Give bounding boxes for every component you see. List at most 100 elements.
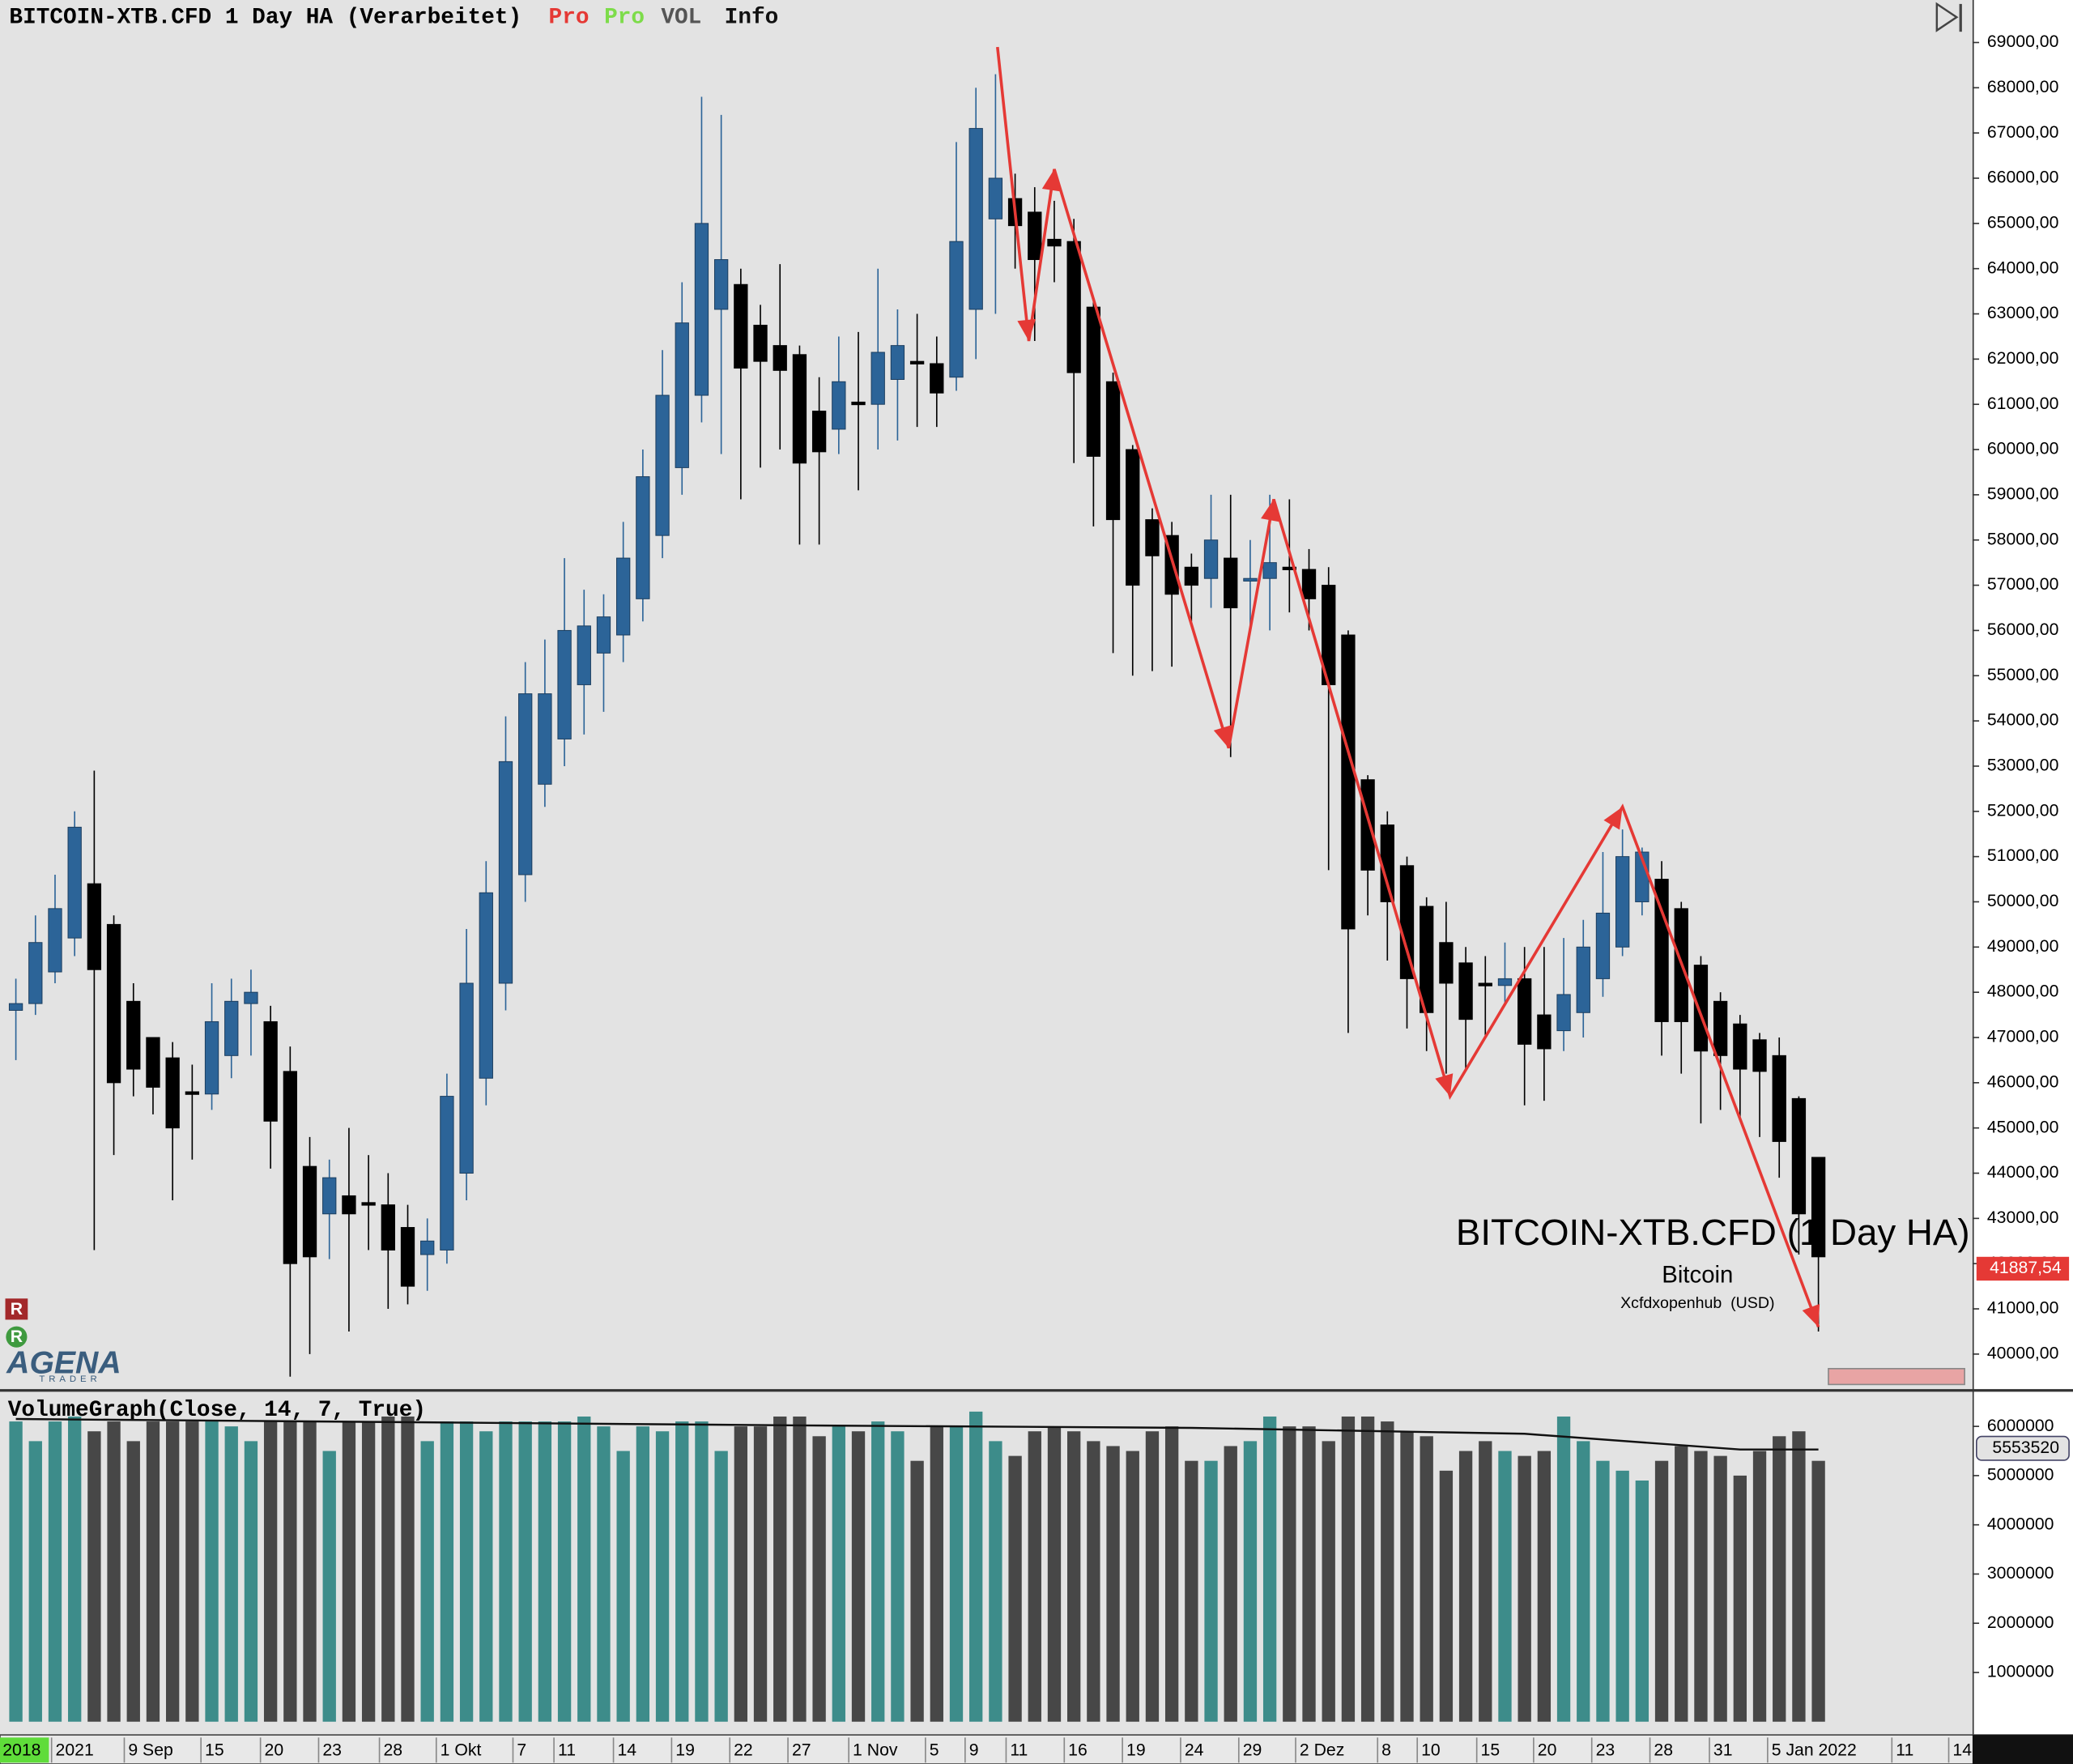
candle-body: [322, 1177, 337, 1215]
volume-bar: [107, 1421, 121, 1722]
volume-bar: [1126, 1451, 1139, 1722]
volume-bar: [68, 1416, 82, 1722]
candle-body: [302, 1165, 317, 1258]
watermark-source: Xcfdxopenhub (USD): [1620, 1294, 1774, 1312]
volume-bar: [420, 1441, 434, 1722]
candle-body: [694, 223, 709, 396]
last-price-label: 41887,54: [1990, 1259, 2062, 1277]
y-tick-label: 50000,00: [1987, 892, 2059, 910]
volume-bar: [165, 1421, 180, 1722]
zigzag-arrowhead: [1435, 1073, 1454, 1097]
badge-label: R: [11, 1327, 23, 1346]
candle-body: [381, 1204, 395, 1251]
candle-body: [811, 411, 827, 453]
menu-item[interactable]: Info: [725, 6, 779, 31]
x-tick-label: 28: [383, 1741, 402, 1759]
x-tick-label: 20: [1538, 1741, 1557, 1759]
volume-bar: [1420, 1436, 1433, 1722]
volume-bar: [851, 1431, 866, 1722]
volume-bar: [440, 1421, 454, 1722]
candle-body: [518, 693, 533, 876]
volume-bar: [499, 1421, 513, 1722]
volume-bar: [87, 1431, 101, 1722]
y-tick-label: 43000,00: [1987, 1208, 2059, 1227]
candle-body: [1518, 978, 1532, 1045]
candle-body: [1145, 519, 1160, 556]
candle-body: [851, 401, 866, 406]
volume-bar: [577, 1416, 591, 1722]
menu-item[interactable]: VOL: [661, 6, 701, 31]
menu-item[interactable]: Pro: [549, 6, 590, 31]
volume-bar: [401, 1416, 415, 1722]
volume-last-box: [1976, 1435, 2070, 1461]
y-tick-label: 40000,00: [1987, 1344, 2059, 1362]
volume-bar: [1381, 1421, 1394, 1722]
x-tick-label: 5 Jan 2022: [1772, 1741, 1857, 1759]
candle-body: [1105, 381, 1121, 521]
volume-bar: [1596, 1460, 1610, 1722]
candle-body: [1126, 449, 1140, 586]
y-tick-label: 5000000: [1987, 1466, 2054, 1485]
candle-body: [479, 892, 493, 1079]
volume-bar: [1635, 1480, 1649, 1722]
x-tick-label: 1 Nov: [853, 1741, 898, 1759]
x-tick-label: 16: [1068, 1741, 1088, 1759]
x-tick-label: 15: [205, 1741, 224, 1759]
candle-body: [909, 360, 925, 364]
date-highlight: [0, 1737, 49, 1763]
candle-body: [1595, 912, 1611, 979]
zigzag-arrowhead: [1603, 807, 1623, 830]
volume-bar: [1302, 1426, 1316, 1722]
y-tick-label: 46000,00: [1987, 1072, 2059, 1091]
x-tick-label: 23: [1596, 1741, 1615, 1759]
candle-body: [28, 942, 43, 1004]
zigzag-arrowhead: [1261, 499, 1279, 522]
scroll-end-button[interactable]: [1935, 2, 1962, 32]
volume-bar: [518, 1421, 532, 1722]
x-tick-label: 9 Sep: [128, 1741, 172, 1759]
badge[interactable]: [5, 1298, 28, 1320]
volume-bar: [1577, 1441, 1590, 1722]
volume-bar: [734, 1426, 748, 1722]
candle-body: [636, 476, 650, 599]
x-tick-label: 14: [617, 1741, 636, 1759]
watermark-title: BITCOIN-XTB.CFD (1 Day HA): [1456, 1212, 1970, 1253]
volume-bar: [557, 1421, 572, 1722]
candle-body: [342, 1195, 356, 1215]
volume-bar: [773, 1416, 787, 1722]
volume-bar: [989, 1441, 1002, 1722]
y-tick-label: 61000,00: [1987, 394, 2059, 413]
volume-average: [15, 1417, 1819, 1451]
candle-body: [146, 1037, 160, 1088]
volume-bar: [48, 1421, 62, 1722]
pink-box: [1828, 1368, 1965, 1386]
candle-body: [1556, 994, 1571, 1032]
candle-body: [1360, 779, 1375, 871]
volume-bar: [695, 1421, 709, 1722]
x-tick-label: 11: [558, 1741, 576, 1759]
volume-bar: [597, 1426, 611, 1722]
candle-body: [126, 1000, 141, 1070]
volume-bar: [283, 1421, 297, 1722]
volume-bar: [224, 1426, 238, 1722]
volume-bar: [1773, 1436, 1786, 1722]
volume-bar: [185, 1421, 199, 1722]
volume-bar: [871, 1421, 885, 1722]
y-tick-label: 3000000: [1987, 1564, 2054, 1583]
x-tick-label: 19: [1126, 1741, 1146, 1759]
volume-bar: [832, 1426, 845, 1722]
y-tick-label: 67000,00: [1987, 123, 2059, 142]
candle-body: [1752, 1039, 1767, 1072]
volume-bar: [1204, 1460, 1218, 1722]
candle-body: [1066, 241, 1081, 373]
volume-bar: [636, 1426, 650, 1722]
candle-body: [890, 345, 905, 380]
candle-body: [204, 1020, 219, 1095]
y-tick-label: 48000,00: [1987, 982, 2059, 1001]
badge[interactable]: [6, 1326, 28, 1348]
volume-bar: [303, 1421, 317, 1722]
menu-item[interactable]: Pro: [604, 6, 645, 31]
y-tick-label: 60000,00: [1987, 440, 2059, 458]
y-tick-label: 4000000: [1987, 1515, 2054, 1533]
candle-body: [283, 1071, 297, 1264]
